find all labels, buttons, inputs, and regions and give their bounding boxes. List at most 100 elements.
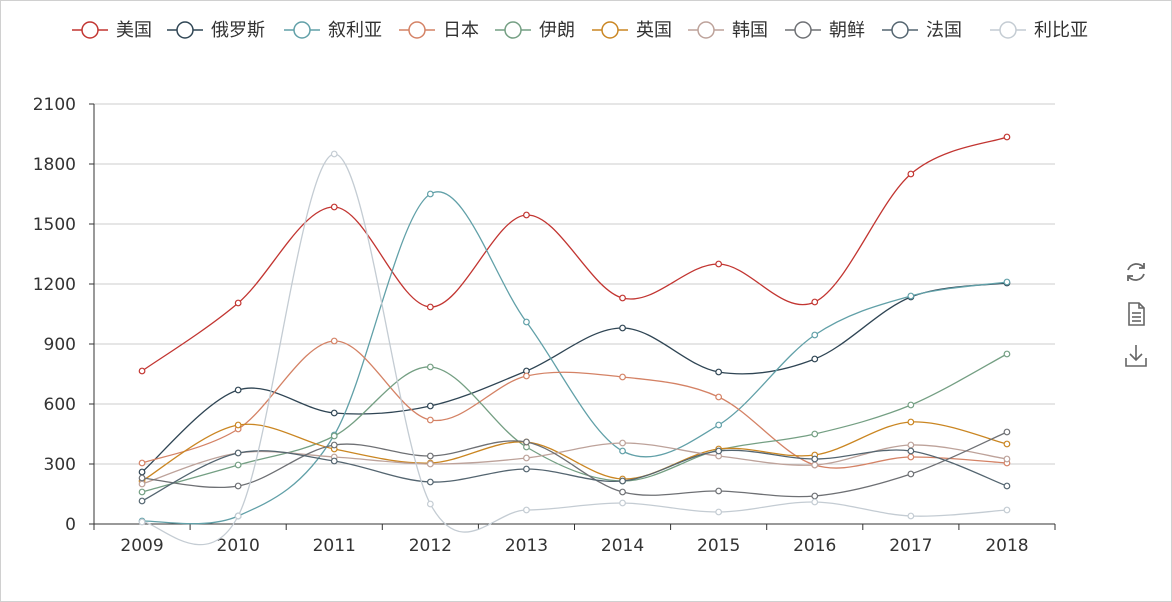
data-point — [907, 470, 915, 478]
legend-label: 俄罗斯 — [211, 20, 265, 41]
legend-marker — [408, 21, 426, 39]
data-point — [715, 421, 723, 429]
data-point — [619, 477, 626, 485]
data-view-button[interactable] — [1122, 300, 1150, 328]
data-point — [138, 367, 146, 375]
legend-item[interactable]: 美国 — [72, 20, 152, 41]
series-line — [141, 431, 1008, 498]
data-point — [426, 416, 434, 424]
data-point — [907, 401, 915, 409]
legend-item[interactable]: 朝鲜 — [785, 20, 865, 41]
legend-label: 美国 — [116, 20, 152, 41]
data-point — [619, 439, 626, 447]
data-point — [907, 453, 915, 461]
x-tick-label: 2014 — [601, 536, 644, 556]
legend-marker — [81, 21, 99, 39]
data-point — [234, 421, 242, 429]
data-point — [426, 460, 434, 468]
legend-item[interactable]: 韩国 — [688, 20, 768, 41]
data-point — [523, 438, 530, 446]
legend-item[interactable]: 伊朗 — [495, 20, 575, 41]
data-point — [619, 294, 626, 302]
legend-item[interactable]: 利比亚 — [990, 20, 1088, 41]
legend-label: 利比亚 — [1034, 20, 1088, 41]
data-point — [811, 298, 819, 306]
y-tick-label: 600 — [44, 395, 76, 415]
series-2 — [138, 279, 1011, 476]
series-line — [141, 442, 1008, 485]
data-point — [715, 508, 723, 516]
series-line — [141, 353, 1008, 493]
x-tick-label: 2011 — [313, 536, 356, 556]
data-point — [811, 461, 819, 469]
series-line — [142, 191, 1008, 525]
series-4 — [138, 337, 1011, 469]
gridlines — [94, 103, 1055, 465]
x-tick-label: 2018 — [985, 536, 1028, 556]
data-point — [234, 299, 242, 307]
restore-button[interactable] — [1122, 258, 1150, 286]
data-point — [907, 292, 915, 300]
data-point — [811, 331, 819, 339]
legend-label: 韩国 — [732, 20, 768, 41]
series-9 — [138, 447, 1011, 505]
data-point — [138, 488, 146, 496]
x-tick-label: 2013 — [505, 536, 548, 556]
y-tick-label: 2100 — [33, 95, 76, 115]
series-line — [141, 449, 1008, 502]
data-point — [138, 497, 146, 505]
series-line — [141, 153, 1007, 546]
save-as-image-button[interactable] — [1122, 342, 1150, 370]
refresh-icon — [1127, 263, 1145, 281]
x-tick-label: 2015 — [697, 536, 740, 556]
y-tick-label: 1800 — [33, 155, 76, 175]
series-line — [141, 136, 1008, 372]
data-point — [234, 512, 242, 520]
legend-item[interactable]: 俄罗斯 — [167, 20, 265, 41]
y-tick-label: 0 — [65, 515, 76, 535]
x-tick-label: 2012 — [409, 536, 452, 556]
axes: 0 300 600 900 1200 1500 1800 2100 2009 2010 2011 20… — [33, 95, 1056, 556]
data-point — [619, 373, 626, 381]
data-point — [234, 449, 242, 457]
data-point — [907, 418, 915, 426]
document-icon — [1128, 302, 1145, 326]
data-point — [1003, 506, 1011, 514]
legend-item[interactable]: 日本 — [399, 20, 479, 41]
legend-item[interactable]: 叙利亚 — [284, 20, 382, 41]
data-point — [619, 488, 626, 496]
data-point — [1003, 440, 1011, 448]
legend-marker — [794, 21, 812, 39]
data-point — [330, 457, 338, 465]
data-point — [138, 518, 146, 526]
data-point — [330, 432, 338, 440]
data-point — [234, 482, 242, 490]
data-point — [426, 500, 434, 508]
data-point — [234, 386, 242, 394]
series-line — [141, 340, 1007, 469]
legend: 美国 俄罗斯 叙利亚 日本 伊朗 英国 韩国 朝鲜 法国 利比亚 — [72, 20, 1088, 41]
data-point — [138, 480, 146, 488]
data-point — [523, 318, 530, 326]
data-point — [811, 430, 819, 438]
data-point — [523, 372, 530, 380]
data-point — [619, 447, 626, 455]
data-point — [426, 303, 434, 311]
legend-label: 法国 — [926, 20, 962, 41]
legend-marker — [176, 21, 194, 39]
legend-item[interactable]: 英国 — [592, 20, 672, 41]
data-point — [523, 211, 530, 219]
data-point — [715, 393, 723, 401]
x-tick-label: 2017 — [889, 536, 932, 556]
data-point — [523, 465, 530, 473]
legend-label: 英国 — [636, 20, 672, 41]
data-point — [330, 150, 338, 158]
legend-marker — [697, 21, 715, 39]
data-point — [907, 441, 915, 449]
data-point — [426, 363, 434, 371]
data-point — [138, 459, 146, 467]
legend-item[interactable]: 法国 — [882, 20, 962, 41]
series-lines — [138, 133, 1011, 546]
data-point — [330, 409, 338, 417]
data-point — [1003, 350, 1011, 358]
